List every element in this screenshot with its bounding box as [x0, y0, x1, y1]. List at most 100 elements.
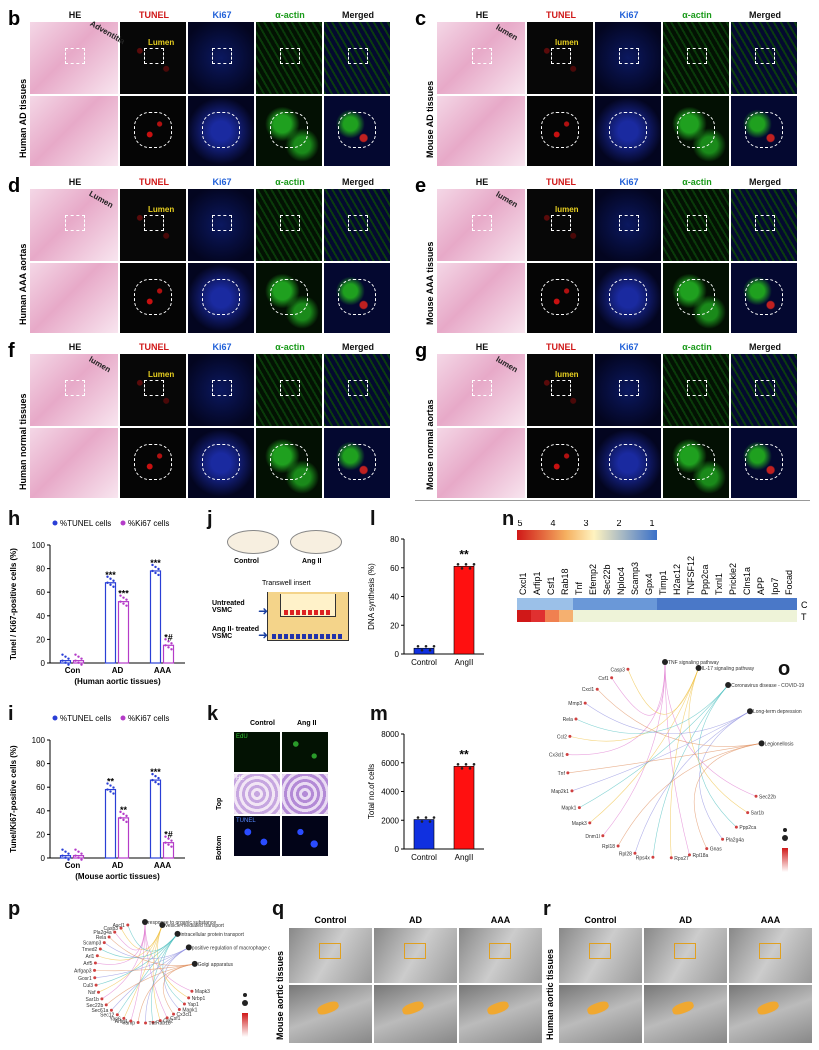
network-node — [93, 968, 97, 972]
network-edge — [569, 667, 699, 742]
col-header-c-2: Ki67 — [619, 10, 639, 20]
bar-control — [413, 819, 435, 850]
bar-kicells-aaa — [162, 644, 175, 664]
network-label: Cx3cl1 — [549, 753, 565, 759]
bar-tunelcells-ad — [104, 788, 117, 859]
data-point — [464, 563, 468, 566]
network-edge — [602, 661, 666, 836]
network-node — [574, 717, 578, 721]
zoom-box — [687, 215, 707, 231]
col-header-f-0: HE — [68, 342, 82, 352]
legend-size-dot — [782, 835, 788, 841]
heat-cell-t — [699, 610, 713, 622]
network-node — [100, 997, 104, 1001]
network-edge — [106, 963, 195, 1006]
image-f-top-0 — [30, 354, 118, 426]
significance-mark: ** — [120, 805, 128, 815]
heat-cell-c — [615, 598, 629, 610]
data-point — [74, 848, 77, 851]
panel-label-r: r — [543, 898, 551, 920]
heat-cell-c — [573, 598, 587, 610]
image-d-bottom-4 — [324, 263, 390, 333]
zoom-box — [212, 215, 232, 231]
network-node — [626, 667, 630, 671]
heat-cell-c — [559, 598, 573, 610]
data-point — [151, 569, 154, 573]
data-point — [106, 581, 109, 584]
data-point — [416, 816, 420, 819]
network-label: Rela — [563, 717, 574, 723]
gene-label: Efemp2 — [588, 564, 598, 595]
zoom-box — [348, 380, 368, 396]
em-col-header: AAA — [760, 915, 781, 925]
k-tunel-control — [234, 816, 280, 856]
significance-mark: ** — [459, 547, 469, 561]
bar-control — [413, 647, 435, 655]
zoom-box — [65, 48, 85, 64]
network-label: Dnm1l — [585, 834, 599, 840]
data-point — [420, 648, 424, 652]
zoom-box — [619, 215, 639, 231]
network-node — [669, 856, 673, 860]
network-node — [98, 947, 102, 951]
panel-k: Control Ang II EdU HE TUNEL Top Bottom — [212, 720, 330, 900]
em-image-top — [374, 928, 457, 983]
data-point — [109, 577, 112, 580]
network-node — [144, 1021, 148, 1025]
col-header-e-3: α-actin — [682, 177, 712, 187]
network-label: Gosr1 — [78, 976, 92, 982]
legend-entry: %Ki67 cells — [128, 714, 169, 723]
data-point — [77, 856, 80, 859]
network-label: Mapk1 — [561, 806, 576, 812]
data-point — [112, 792, 115, 795]
network-label: Ascl1 — [113, 923, 125, 929]
panel-label-l: l — [370, 508, 376, 530]
network-edge — [688, 667, 748, 813]
network-edge — [567, 743, 762, 774]
network-node — [705, 847, 709, 851]
scale-label: 4 — [550, 520, 555, 528]
network-node — [104, 1003, 108, 1007]
image-b-bottom-4 — [324, 96, 390, 166]
em-image-bottom — [644, 985, 727, 1043]
heat-cell-t — [713, 610, 727, 622]
gene-label: Txnl1 — [714, 573, 724, 595]
image-e-top-1 — [527, 189, 593, 261]
panel-label-i: i — [8, 703, 14, 725]
k-col-control: Control — [250, 720, 275, 727]
heat-cell-t — [559, 610, 573, 622]
gene-label: Csf1 — [546, 576, 556, 595]
network-node — [94, 983, 98, 987]
cell-outline — [541, 112, 579, 148]
image-d-bottom-2 — [188, 263, 254, 333]
significance-mark: *# — [164, 830, 173, 840]
panel-label-h: h — [8, 508, 21, 530]
y-tick-label: 40 — [36, 612, 45, 621]
zoom-box — [551, 380, 571, 396]
gene-label: Gpx4 — [644, 573, 654, 595]
network-label: Gnas — [710, 847, 722, 853]
network-label: Mapk3 — [572, 821, 587, 827]
network-node — [754, 794, 758, 798]
panel-r: Human aortic tissues Control AD AAA — [545, 915, 815, 1045]
heat-cell-c — [643, 598, 657, 610]
network-node — [177, 1007, 181, 1011]
legend-size-dot — [243, 993, 247, 997]
data-point — [61, 653, 64, 656]
data-point — [460, 767, 464, 770]
bar-kicells-aaa — [162, 842, 175, 859]
heat-cell-c — [685, 598, 699, 610]
network-label: Long-term depression — [753, 709, 802, 715]
bar-kicells-ad — [117, 817, 130, 859]
zoom-box — [472, 48, 492, 64]
em-zoom-box — [674, 943, 696, 959]
network-node — [595, 687, 599, 691]
network-label: Yap6 — [110, 1016, 122, 1022]
arrow-icon: ➜ — [258, 628, 269, 642]
network-label: Rps27 — [674, 856, 689, 862]
network-edge — [634, 710, 751, 854]
image-e-top-3 — [663, 189, 729, 261]
data-point — [119, 594, 122, 597]
zoom-box — [687, 380, 707, 396]
